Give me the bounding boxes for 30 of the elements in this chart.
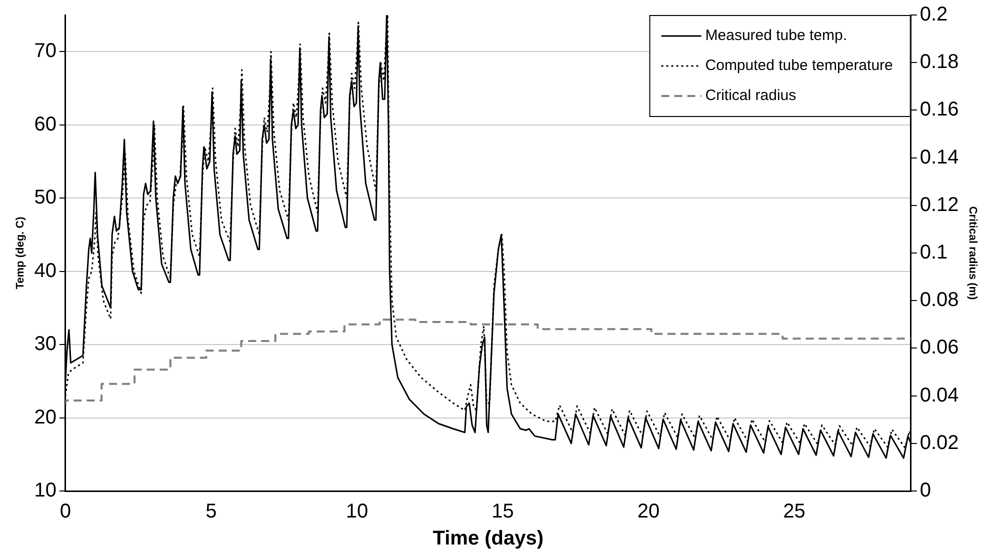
y2-tick-label: 0.1 — [920, 242, 948, 264]
x-tick-label: 10 — [346, 500, 368, 523]
y-tick-label: 70 — [34, 40, 56, 62]
legend-label: Critical radius — [705, 87, 796, 104]
y-tick-label: 50 — [34, 186, 56, 209]
x-tick-label: 0 — [60, 500, 72, 523]
y-tick-label: 10 — [34, 480, 56, 502]
legend-label: Measured tube temp. — [705, 27, 848, 44]
y2-tick-label: 0.2 — [920, 4, 948, 26]
y2-tick-label: 0 — [920, 480, 931, 502]
y-tick-label: 60 — [34, 113, 56, 136]
y2-tick-label: 0.06 — [920, 336, 959, 359]
x-tick-label: 5 — [206, 500, 217, 523]
x-axis-title: Time (days) — [432, 528, 544, 550]
y-tick-label: 20 — [34, 406, 56, 428]
legend-label: Computed tube temperature — [705, 57, 893, 74]
y2-tick-label: 0.16 — [920, 98, 959, 121]
y2-tick-label: 0.02 — [920, 432, 959, 454]
y-axis-title: Temp (deg. C) — [14, 216, 27, 290]
y2-tick-label: 0.04 — [920, 384, 959, 406]
x-tick-label: 15 — [492, 500, 514, 523]
x-tick-label: 20 — [637, 500, 660, 523]
y2-tick-label: 0.14 — [920, 146, 959, 168]
x-tick-label: 25 — [783, 500, 806, 523]
y-tick-label: 30 — [34, 333, 56, 356]
y-tick-label: 40 — [34, 260, 56, 282]
y2-tick-label: 0.12 — [920, 194, 959, 216]
y2-tick-label: 0.08 — [920, 289, 959, 312]
y2-tick-label: 0.18 — [920, 51, 959, 74]
y2-axis-title: Critical radius (m) — [966, 206, 978, 300]
